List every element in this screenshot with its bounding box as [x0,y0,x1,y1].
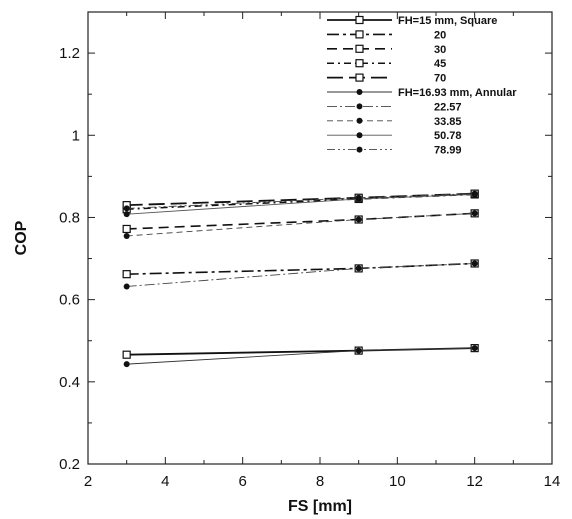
legend-label: FH=16.93 mm, Annular [398,87,517,99]
legend-marker [356,117,363,124]
legend-marker [356,89,363,95]
series-line [126,262,475,275]
legend-marker [356,103,363,110]
axes: 2 4 6 8 10 12 14 0.2 0.4 0.6 0.8 1 1.2 [59,12,560,490]
legend-label: 33.85 [434,116,462,128]
legend-marker [355,59,364,68]
legend-item: FH=16.93 mm, Annular [327,87,517,99]
legend-marker [355,73,364,82]
dot-marker [123,211,130,218]
legend-label: 20 [434,29,446,41]
legend-item: FH=15 mm, Square [327,15,497,27]
y-tick-label: 1 [72,127,80,144]
dot-marker [123,205,130,212]
dot-marker [355,347,362,354]
legend-label: 45 [434,58,446,70]
legend-label: 78.99 [434,145,462,157]
dot-marker [123,283,130,290]
legend-item: 70 [327,73,446,85]
y-tick-label: 0.2 [59,456,80,473]
plot-marks [122,189,479,368]
square-marker [122,224,131,234]
y-tick-label: 0.8 [59,209,80,226]
series-line [126,212,475,230]
series-4 [122,190,479,214]
series-line [126,347,475,365]
legend-marker [356,132,363,139]
dot-marker [471,190,478,197]
legend-item: 30 [327,44,446,56]
legend-item: 22.57 [327,101,462,113]
legend-item: 33.85 [327,116,462,128]
x-tick-label: 12 [466,473,483,490]
x-tick-label: 14 [544,473,561,490]
x-tick-label: 8 [316,473,324,490]
legend-item: 45 [327,58,446,70]
dot-marker [355,216,362,223]
legend-label: 22.57 [434,101,462,113]
square-marker [122,350,131,359]
x-tick-label: 4 [161,473,169,490]
legend-label: 70 [434,73,446,85]
y-tick-label: 0.4 [59,374,80,391]
legend-label: FH=15 mm, Square [398,15,497,27]
dot-marker [355,265,362,272]
series-2 [122,259,479,279]
y-tick-label: 0.6 [59,292,80,309]
legend-item: 78.99 [327,145,462,157]
x-tick-label: 10 [389,473,406,490]
dot-marker [471,210,478,217]
series-8 [123,210,478,239]
series-1 [122,344,479,359]
legend-item: 50.78 [327,130,462,142]
square-marker [122,270,131,279]
dot-marker [471,345,478,352]
dot-marker [471,260,478,267]
legend-marker [356,146,363,153]
x-tick-label: 6 [238,473,246,490]
y-tick-label: 1.2 [59,45,80,62]
x-axis-label: FS [mm] [288,498,352,515]
series-10 [123,190,478,212]
x-tick-label: 2 [84,473,92,490]
series-6 [123,345,478,368]
legend: FH=15 mm, Square 20 30 45 70 FH=16.93 mm, Ann… [327,15,517,157]
legend-label: 30 [434,44,446,56]
series-line [126,263,475,287]
series-3 [122,209,479,234]
legend-item: 20 [327,29,446,41]
legend-marker [355,30,364,39]
legend-label: 50.78 [434,130,462,142]
series-7 [123,260,478,290]
dot-marker [123,232,130,239]
y-axis-label: COP [13,220,30,255]
dot-marker [355,194,362,201]
legend-marker [355,15,364,25]
legend-marker [355,44,364,53]
plot-frame [87,11,553,465]
dot-marker [123,361,130,368]
